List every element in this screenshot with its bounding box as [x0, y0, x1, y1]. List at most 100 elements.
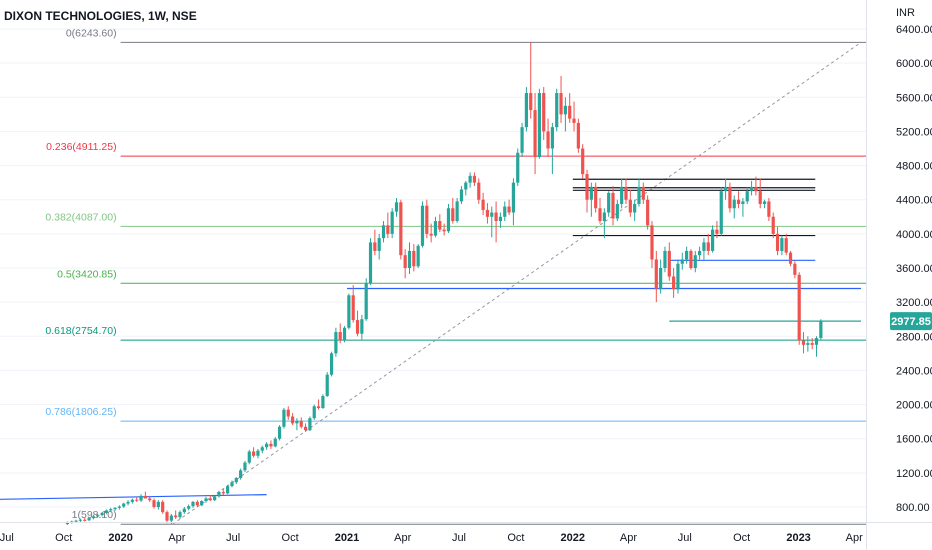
candle-body	[550, 127, 554, 149]
candle	[810, 337, 814, 350]
candle-body	[351, 295, 355, 321]
candle	[477, 178, 481, 204]
y-axis-label: INR	[896, 7, 915, 19]
candle-body	[503, 206, 507, 217]
candle-body	[762, 201, 767, 204]
candle	[325, 372, 329, 397]
candle	[585, 169, 589, 213]
candle-body	[780, 238, 784, 251]
candle	[217, 490, 221, 498]
candle	[468, 172, 472, 188]
candle	[490, 206, 494, 238]
candle-body	[581, 148, 585, 175]
candle-body	[126, 501, 130, 504]
candle	[351, 285, 355, 323]
x-tick-label: 2020	[108, 532, 132, 544]
candle	[676, 259, 680, 294]
candle-body	[576, 122, 580, 149]
candle-body	[736, 199, 741, 204]
candle-body	[139, 495, 143, 501]
candle	[104, 509, 108, 515]
candle-body	[555, 93, 559, 128]
candle-body	[204, 498, 208, 502]
candle	[797, 272, 801, 345]
candle	[135, 496, 139, 502]
candle-body	[537, 93, 541, 158]
x-tick-label: 2021	[335, 532, 359, 544]
candle	[529, 42, 533, 119]
candle-body	[234, 477, 238, 483]
candle-body	[646, 199, 650, 226]
candle-body	[598, 208, 602, 222]
candle-body	[321, 396, 325, 408]
fib-level-label: 0.5(3420.85)	[57, 268, 117, 280]
candle-body	[342, 327, 347, 341]
candle-body	[784, 238, 788, 253]
candle-body	[394, 202, 399, 212]
candle-body	[481, 199, 485, 210]
candle-body	[563, 105, 567, 115]
candle	[200, 500, 204, 507]
candle-body	[710, 229, 715, 251]
candle-body	[485, 209, 490, 217]
candle-body	[611, 192, 615, 219]
candle	[373, 229, 377, 256]
candle	[282, 407, 286, 429]
candle-body	[741, 201, 745, 204]
candle	[646, 195, 650, 230]
candle	[156, 500, 160, 510]
candle-body	[265, 443, 269, 448]
candle	[152, 498, 156, 509]
y-tick-label: 2400.00	[896, 365, 932, 377]
candle-body	[91, 516, 96, 519]
candle-body	[594, 186, 598, 209]
candle	[749, 180, 754, 196]
x-tick-label: Apr	[620, 532, 637, 544]
candle	[771, 212, 775, 239]
x-tick-label: Jul	[0, 532, 14, 544]
candle-body	[680, 259, 684, 264]
candle	[732, 195, 736, 219]
candle	[260, 445, 264, 454]
candle-body	[529, 93, 533, 111]
candle-body	[355, 320, 360, 334]
candle-body	[373, 242, 377, 251]
candle-body	[252, 451, 256, 456]
candle	[498, 212, 503, 228]
candle	[620, 178, 624, 209]
candle	[568, 93, 572, 123]
candle-body	[308, 418, 312, 431]
candle	[767, 198, 771, 222]
candle-body	[767, 201, 771, 217]
candle	[204, 496, 208, 503]
candle-body	[65, 522, 70, 525]
candle	[109, 507, 113, 513]
y-tick-label: 5200.00	[896, 126, 932, 138]
candle-body	[676, 263, 680, 290]
candle	[195, 500, 199, 507]
candle-body	[200, 501, 204, 506]
candle	[321, 394, 325, 409]
candle	[208, 495, 212, 502]
candle	[559, 75, 563, 123]
candle	[710, 225, 715, 253]
x-axis-ticks: Jul Oct 2020 Apr Jul Oct 2021 Apr Jul Oct 2022 Apr J…	[0, 532, 863, 544]
candle	[741, 198, 745, 217]
candle	[801, 332, 806, 354]
candle	[550, 122, 554, 175]
candle-body	[74, 520, 78, 522]
candle-body	[316, 406, 321, 408]
candle-body	[572, 118, 576, 123]
candle-body	[260, 447, 264, 451]
candle-body	[719, 191, 723, 234]
candle	[589, 182, 593, 217]
candle	[265, 442, 269, 450]
candle	[442, 223, 446, 236]
candle-body	[247, 451, 251, 463]
candle-body	[364, 283, 368, 320]
candle-body	[477, 182, 481, 200]
candle-body	[693, 255, 697, 268]
candle-body	[403, 255, 407, 268]
candle-body	[819, 321, 823, 338]
